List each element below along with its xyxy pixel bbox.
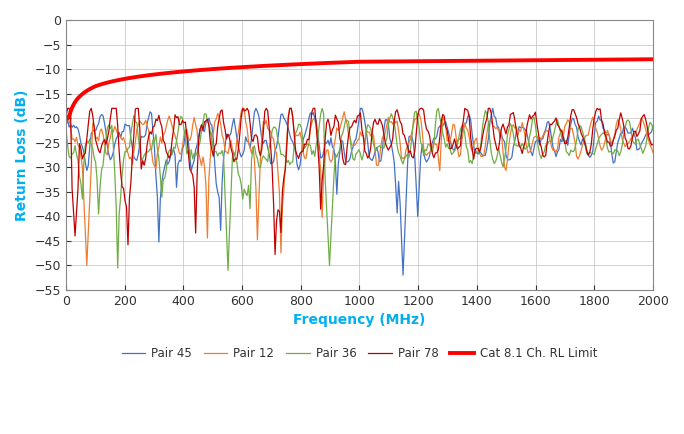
Line: Pair 36: Pair 36 [66, 108, 653, 270]
Pair 45 [254, 114, 263, 119]
Pair 78 [271, 252, 279, 257]
Pair 12 [62, 116, 70, 121]
Pair 78 [134, 106, 142, 111]
Y-axis label: Return Loss (dB): Return Loss (dB) [15, 89, 29, 221]
Pair 78 [64, 106, 72, 111]
X-axis label: Frequency (MHz): Frequency (MHz) [293, 313, 425, 327]
Pair 45 [399, 273, 407, 278]
Pair 36 [224, 268, 232, 273]
Pair 12 [298, 137, 306, 142]
Line: Cat 8.1 Ch. RL Limit: Cat 8.1 Ch. RL Limit [66, 59, 653, 118]
Cat 8.1 Ch. RL Limit [253, 64, 261, 69]
Pair 36 [254, 164, 263, 169]
Line: Pair 12: Pair 12 [66, 108, 653, 265]
Pair 36 [434, 106, 443, 111]
Pair 78 [492, 141, 500, 146]
Cat 8.1 Ch. RL Limit [62, 115, 70, 121]
Cat 8.1 Ch. RL Limit [133, 74, 141, 79]
Pair 12 [239, 106, 247, 111]
Pair 78 [434, 147, 443, 152]
Cat 8.1 Ch. RL Limit [295, 62, 303, 67]
Cat 8.1 Ch. RL Limit [649, 57, 657, 62]
Pair 12 [434, 156, 443, 161]
Pair 45 [252, 106, 260, 111]
Line: Pair 45: Pair 45 [66, 108, 653, 275]
Cat 8.1 Ch. RL Limit [432, 59, 440, 64]
Pair 45 [649, 123, 657, 128]
Pair 36 [492, 159, 500, 164]
Pair 36 [488, 157, 497, 162]
Pair 78 [649, 142, 657, 147]
Pair 45 [133, 158, 141, 163]
Line: Pair 78: Pair 78 [66, 108, 653, 254]
Pair 12 [134, 123, 142, 128]
Pair 45 [434, 126, 443, 131]
Pair 36 [649, 127, 657, 132]
Cat 8.1 Ch. RL Limit [488, 58, 497, 63]
Pair 45 [488, 106, 497, 111]
Pair 36 [62, 128, 70, 134]
Pair 12 [488, 124, 497, 129]
Pair 36 [296, 122, 304, 127]
Pair 36 [133, 120, 141, 125]
Pair 45 [492, 115, 500, 120]
Pair 12 [649, 150, 657, 155]
Pair 78 [488, 123, 497, 128]
Pair 78 [298, 149, 306, 155]
Pair 12 [256, 157, 265, 162]
Pair 12 [492, 126, 500, 131]
Pair 78 [254, 148, 263, 153]
Pair 36 [318, 106, 326, 111]
Legend: Pair 45, Pair 12, Pair 36, Pair 78, Cat 8.1 Ch. RL Limit: Pair 45, Pair 12, Pair 36, Pair 78, Cat … [117, 342, 602, 365]
Cat 8.1 Ch. RL Limit [486, 58, 494, 63]
Pair 78 [62, 113, 70, 118]
Pair 12 [83, 263, 91, 268]
Pair 45 [296, 162, 304, 168]
Pair 45 [62, 122, 70, 127]
